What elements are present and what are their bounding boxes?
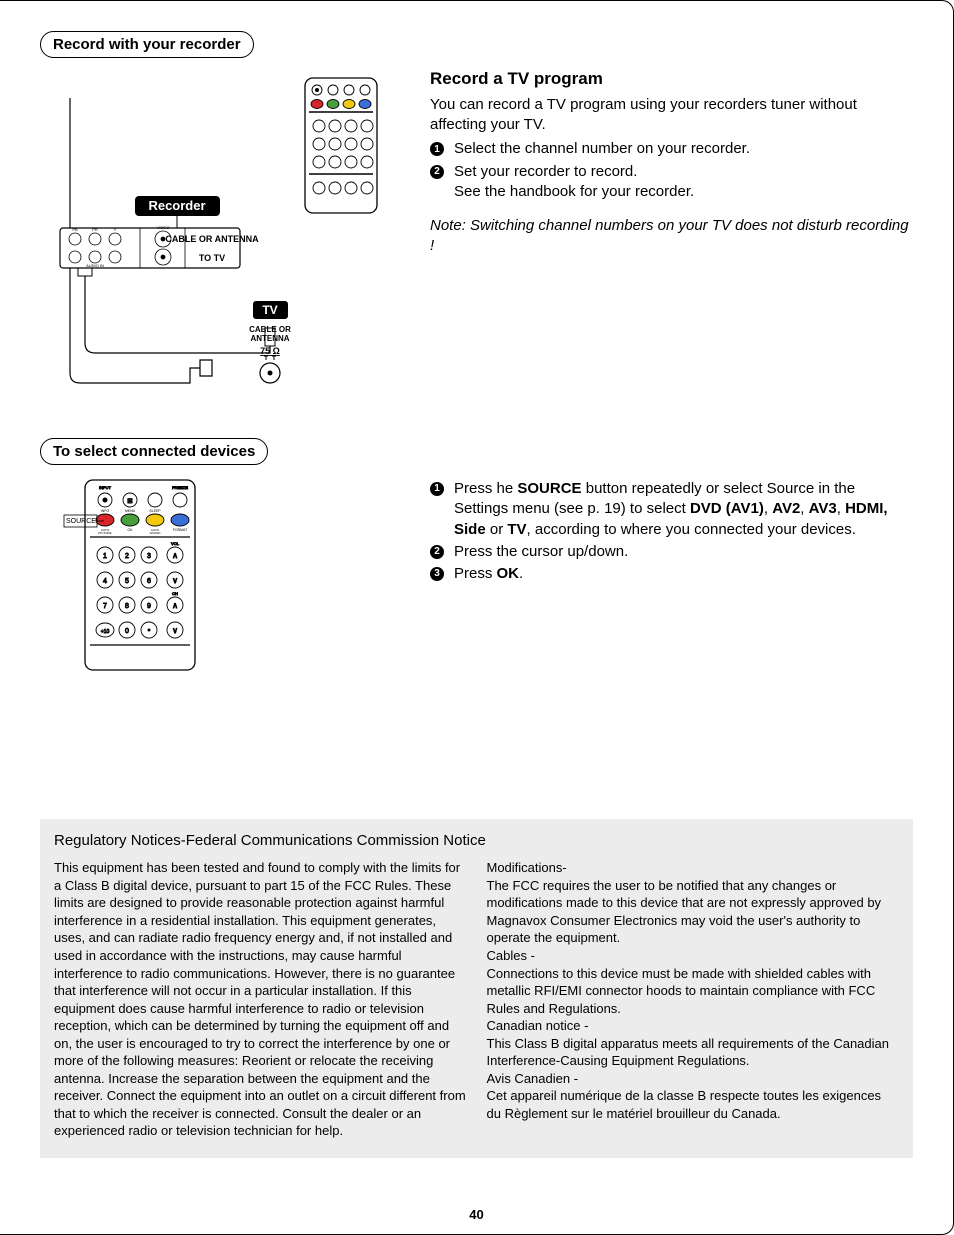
svg-text:CH: CH <box>172 591 178 596</box>
section-label-2: To select connected devices <box>40 438 268 465</box>
section-record-with-recorder: Record with your recorder <box>40 31 913 398</box>
step-1: 1 Press he SOURCE button repeatedly or s… <box>430 479 913 540</box>
regulatory-columns: This equipment has been tested and found… <box>54 859 899 1140</box>
svg-text:PR: PR <box>92 227 98 232</box>
svg-text:∧: ∧ <box>172 601 178 610</box>
svg-text:0: 0 <box>125 628 129 635</box>
section-select-connected-devices: To select connected devices INPUT ☒ FREE… <box>40 438 913 675</box>
step-number-1-icon: 1 <box>430 142 444 156</box>
section2-steps: 1 Press he SOURCE button repeatedly or s… <box>430 479 913 584</box>
step-1: 1 Select the channel number on your reco… <box>430 139 913 159</box>
svg-text:1: 1 <box>103 553 107 560</box>
svg-text:∧: ∧ <box>172 551 178 560</box>
svg-text:SOUND: SOUND <box>150 531 162 535</box>
svg-text:ANTENNA: ANTENNA <box>250 334 289 343</box>
section1-steps: 1 Select the channel number on your reco… <box>430 139 913 202</box>
section-label-1: Record with your recorder <box>40 31 254 58</box>
svg-text:VIDEO: VIDEO <box>157 225 169 230</box>
svg-text:AUDIO IN: AUDIO IN <box>86 263 104 268</box>
svg-text:TV: TV <box>262 303 277 317</box>
step-2: 2 Set your recorder to record. See the h… <box>430 162 913 203</box>
svg-text:CABLE OR ANTENNA: CABLE OR ANTENNA <box>165 234 259 244</box>
svg-text:2: 2 <box>125 553 129 560</box>
section1-intro: You can record a TV program using your r… <box>430 95 913 136</box>
svg-text:7: 7 <box>103 603 107 610</box>
step-number-2-icon: 2 <box>430 545 444 559</box>
svg-text:TO TV: TO TV <box>199 253 225 263</box>
svg-text:OK: OK <box>127 528 133 532</box>
svg-text:PICTURE: PICTURE <box>98 531 111 535</box>
regulatory-col2: Modifications- The FCC requires the user… <box>487 859 900 1140</box>
remote-source-svg: INPUT ☒ FREEZE INFO MENU <box>60 475 200 675</box>
section1-note: Note: Switching channel numbers on your … <box>430 216 913 257</box>
section1-row: PB PR Y VIDEO AUDIO IN CABLE OR ANTENNA … <box>40 68 913 398</box>
svg-text:Recorder: Recorder <box>148 198 205 213</box>
svg-text:4: 4 <box>103 578 107 585</box>
svg-text:Y: Y <box>114 227 117 232</box>
svg-text:SLEEP: SLEEP <box>149 509 161 513</box>
svg-text:6: 6 <box>147 578 151 585</box>
svg-text:PB: PB <box>72 227 78 232</box>
svg-text:9: 9 <box>147 603 151 610</box>
section1-text: Record a TV program You can record a TV … <box>420 68 913 257</box>
svg-text:MENU: MENU <box>125 509 136 513</box>
svg-text:INPUT: INPUT <box>99 485 112 490</box>
step-number-1-icon: 1 <box>430 482 444 496</box>
regulatory-col1: This equipment has been tested and found… <box>54 859 467 1140</box>
step-number-3-icon: 3 <box>430 567 444 581</box>
page-number: 40 <box>0 1207 953 1222</box>
manual-page: Record with your recorder <box>0 0 954 1235</box>
remote-icon <box>305 78 377 213</box>
regulatory-notices: Regulatory Notices-Federal Communication… <box>40 819 913 1158</box>
recorder-diagram-svg: PB PR Y VIDEO AUDIO IN CABLE OR ANTENNA … <box>50 68 410 398</box>
section2-text: 1 Press he SOURCE button repeatedly or s… <box>420 475 913 588</box>
svg-text:8: 8 <box>125 603 129 610</box>
svg-text:+10: +10 <box>101 629 110 635</box>
svg-text:FREEZE: FREEZE <box>172 485 188 490</box>
diagram-remote-source: INPUT ☒ FREEZE INFO MENU <box>40 475 420 675</box>
svg-text:75 Ω: 75 Ω <box>260 346 280 356</box>
svg-text:5: 5 <box>125 578 129 585</box>
step-number-2-icon: 2 <box>430 165 444 179</box>
diagram-recorder-to-tv: PB PR Y VIDEO AUDIO IN CABLE OR ANTENNA … <box>40 68 420 398</box>
step-3: 3 Press OK. <box>430 564 913 584</box>
svg-text:∨: ∨ <box>172 626 178 635</box>
svg-text:SOURCE: SOURCE <box>66 518 96 525</box>
section2-row: INPUT ☒ FREEZE INFO MENU <box>40 475 913 675</box>
svg-text:VOL: VOL <box>171 541 180 546</box>
regulatory-title: Regulatory Notices-Federal Communication… <box>54 831 899 851</box>
svg-text:3: 3 <box>147 553 151 560</box>
step-2: 2 Press the cursor up/down. <box>430 542 913 562</box>
svg-text:☒: ☒ <box>127 498 132 505</box>
svg-text:FORMAT: FORMAT <box>173 528 188 532</box>
section1-heading: Record a TV program <box>430 68 913 91</box>
svg-text:CABLE OR: CABLE OR <box>249 325 291 334</box>
svg-text:∨: ∨ <box>172 576 178 585</box>
svg-text:INFO: INFO <box>101 509 110 513</box>
